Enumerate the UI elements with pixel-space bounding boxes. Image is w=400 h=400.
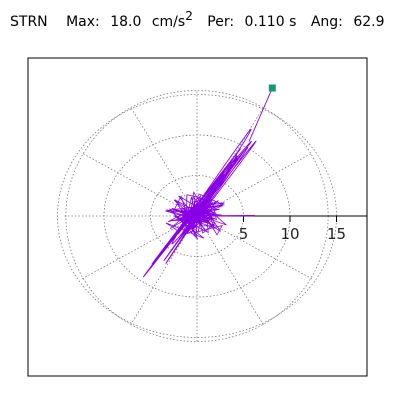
tick-label-10: 10 bbox=[280, 225, 299, 243]
peak-marker bbox=[268, 84, 276, 92]
tick-label-5: 5 bbox=[239, 225, 249, 243]
max-unit-power: 2 bbox=[185, 9, 193, 23]
tick-label-15: 15 bbox=[327, 225, 346, 243]
peak-line bbox=[248, 87, 273, 142]
period-label: Per: bbox=[207, 14, 235, 30]
axis-ticks: 5 10 15 bbox=[239, 216, 346, 243]
orbit-series-1 bbox=[143, 128, 257, 278]
orbit-core-1 bbox=[165, 191, 227, 240]
max-label: Max: bbox=[66, 14, 100, 30]
period-value: 0.110 s bbox=[244, 14, 297, 30]
station-code: STRN bbox=[10, 14, 48, 30]
angle-value: 62.9 bbox=[353, 14, 385, 30]
angle-label: Ang: bbox=[310, 14, 343, 30]
chart-title: STRN Max: 18.0 cm/s2 Per: 0.110 s Ang: 6… bbox=[10, 9, 385, 30]
particle-motion-trace bbox=[143, 87, 273, 278]
max-value: 18.0 bbox=[110, 14, 142, 30]
max-unit: cm/s bbox=[151, 14, 186, 30]
